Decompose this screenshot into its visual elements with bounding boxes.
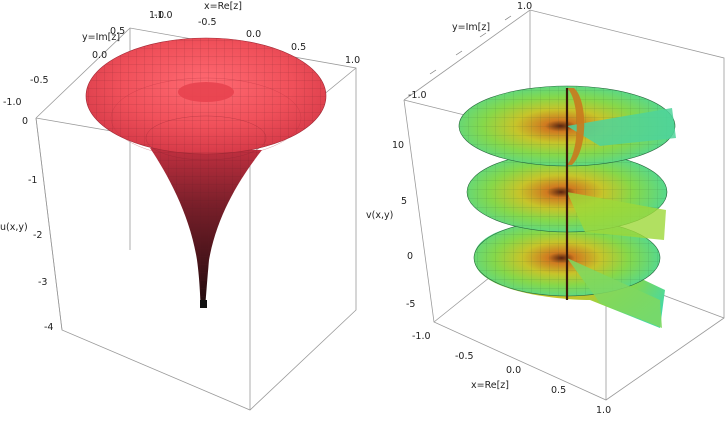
right-z-tick: 5: [401, 196, 407, 207]
right-z-label: v(x,y): [366, 210, 393, 221]
left-x-tick: 1.0: [345, 55, 360, 66]
right-y-axis: y=Im[z] 1.0 -1.0: [408, 1, 532, 101]
left-z-tick: 0: [22, 116, 28, 127]
left-x-tick: 0.0: [246, 29, 261, 40]
left-z-tick: -4: [44, 322, 53, 333]
left-z-tick: -3: [38, 277, 47, 288]
left-x-tick: -1.0: [154, 10, 173, 21]
helicoid-surface: [458, 85, 676, 328]
right-z-tick: 10: [392, 140, 404, 151]
left-y-label: y=Im[z]: [82, 32, 120, 43]
left-plot: x=Re[z] -1.0 -0.5 0.0 0.5 1.0 y=Im[z] -1…: [0, 1, 360, 411]
right-x-tick: 0.5: [551, 385, 566, 396]
right-x-tick: 1.0: [596, 405, 611, 416]
left-x-tick: 0.5: [291, 42, 306, 53]
right-plot: y=Im[z] 1.0 -1.0 v(x,y) 10 5 0 -5 -1.0 -…: [366, 1, 725, 416]
right-y-label: y=Im[z]: [452, 22, 490, 33]
right-y-tick: -1.0: [408, 90, 427, 101]
right-y-tick: 1.0: [517, 1, 532, 12]
left-y-tick: 0.0: [92, 50, 107, 61]
right-x-label: x=Re[z]: [471, 380, 509, 391]
left-z-tick: -2: [33, 230, 42, 241]
left-x-axis: x=Re[z] -1.0 -0.5 0.0 0.5 1.0: [154, 1, 360, 66]
left-y-axis: y=Im[z] -1.0 -0.5 0.0 0.5 1.0: [3, 10, 164, 108]
left-z-tick: -1: [28, 175, 37, 186]
right-x-axis: -1.0 -0.5 0.0 0.5 1.0 x=Re[z]: [412, 331, 611, 416]
funnel-surface: [85, 37, 327, 308]
right-x-tick: -1.0: [412, 331, 431, 342]
right-x-tick: -0.5: [455, 351, 474, 362]
left-y-tick: 1.0: [149, 10, 164, 21]
right-z-tick: 0: [407, 251, 413, 262]
left-x-tick: -0.5: [198, 17, 217, 28]
left-y-tick: -1.0: [3, 97, 22, 108]
left-y-tick: 0.5: [110, 26, 125, 37]
left-z-axis: u(x,y) 0 -1 -2 -3 -4: [0, 116, 53, 333]
right-z-axis: v(x,y) 10 5 0 -5: [366, 140, 415, 310]
left-x-label: x=Re[z]: [204, 1, 242, 12]
left-y-tick: -0.5: [30, 75, 49, 86]
right-x-tick: 0.0: [506, 365, 521, 376]
left-z-label: u(x,y): [0, 222, 28, 233]
right-z-tick: -5: [406, 299, 415, 310]
